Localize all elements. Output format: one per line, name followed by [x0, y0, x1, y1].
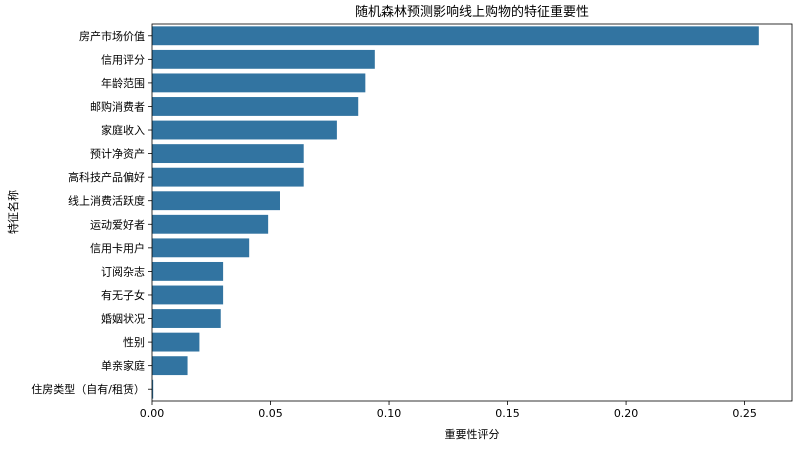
x-tick-label: 0.05 — [258, 407, 283, 420]
y-tick-label: 线上消费活跃度 — [68, 194, 145, 208]
bar — [152, 97, 359, 116]
bar — [152, 332, 200, 352]
x-tick-label: 0.20 — [614, 407, 639, 420]
bar — [152, 214, 269, 234]
bar — [152, 120, 337, 140]
bar — [152, 167, 304, 187]
bar — [152, 356, 188, 376]
y-tick-label: 性别 — [123, 335, 145, 349]
bar — [152, 261, 224, 281]
x-tick-label: 0.10 — [377, 407, 402, 420]
bar — [152, 26, 759, 46]
x-tick-label: 0.25 — [732, 407, 757, 420]
bar — [152, 238, 250, 258]
plot-area: 房产市场价值信用评分年龄范围邮购消费者家庭收入预计净资产高科技产品偏好线上消费活… — [31, 26, 759, 420]
y-tick-label: 订阅杂志 — [101, 265, 145, 278]
y-tick-label: 婚姻状况 — [101, 312, 145, 326]
bar — [152, 49, 375, 69]
y-tick-label: 有无子女 — [101, 288, 145, 302]
y-tick-label: 单亲家庭 — [101, 359, 145, 373]
y-tick-label: 邮购消费者 — [90, 99, 145, 113]
y-axis-label: 特征名称 — [6, 190, 20, 234]
y-tick-label: 预计净资产 — [90, 147, 145, 161]
bar — [152, 309, 221, 328]
bar — [152, 285, 224, 305]
y-tick-label: 高科技产品偏好 — [68, 170, 145, 184]
y-tick-label: 年龄范围 — [101, 76, 145, 90]
bar — [152, 144, 304, 164]
x-tick-label: 0.15 — [495, 407, 520, 420]
y-tick-label: 运动爱好者 — [90, 217, 145, 231]
plot-frame — [151, 23, 793, 402]
y-tick-label: 信用卡用户 — [90, 241, 145, 255]
bar — [152, 379, 154, 399]
chart-title: 随机森林预测影响线上购物的特征重要性 — [355, 4, 589, 20]
bar — [152, 73, 366, 93]
x-axis-label: 重要性评分 — [445, 427, 500, 441]
y-tick-label: 家庭收入 — [101, 123, 145, 137]
y-tick-label: 房产市场价值 — [79, 29, 145, 43]
bar — [152, 191, 280, 211]
y-tick-label: 住房类型（自有/租赁） — [31, 382, 145, 396]
x-tick-label: 0.00 — [140, 407, 165, 420]
y-tick-label: 信用评分 — [101, 53, 145, 66]
